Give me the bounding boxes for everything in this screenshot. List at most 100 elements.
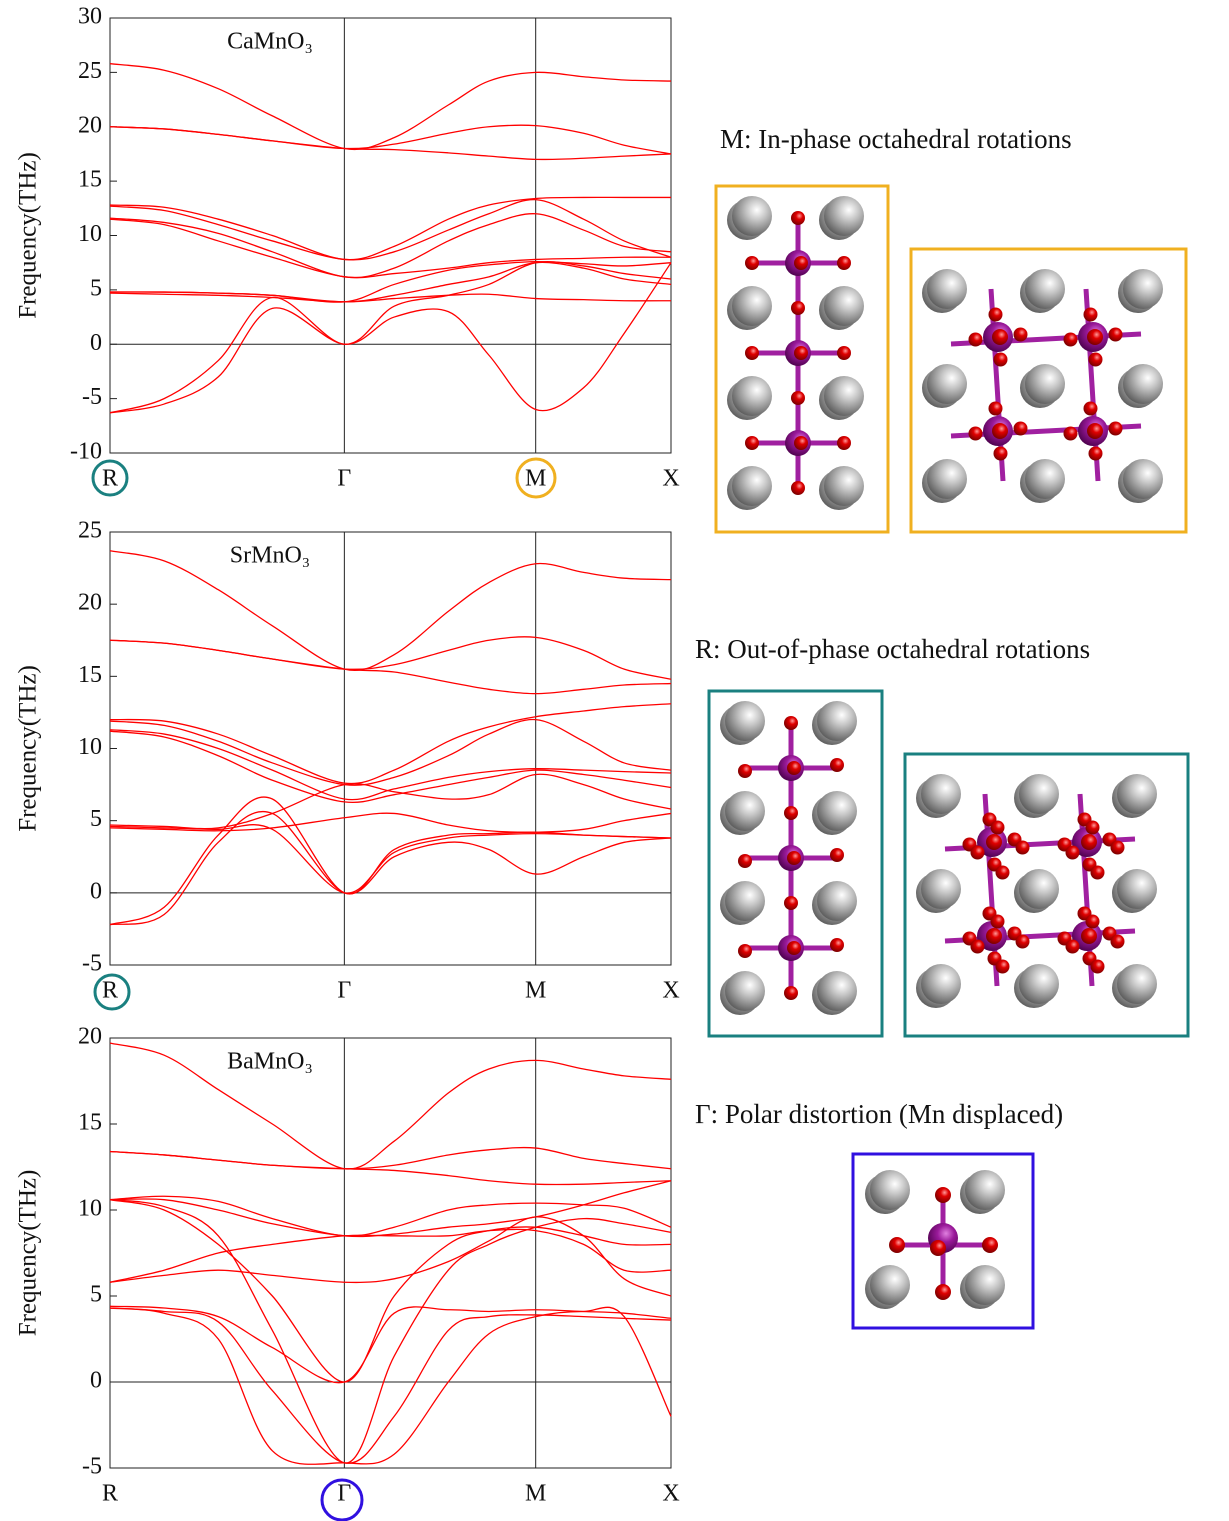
o-atom bbox=[1087, 423, 1103, 439]
o-atom bbox=[1065, 845, 1080, 860]
a-site-atom bbox=[1025, 269, 1065, 309]
o-atom bbox=[1088, 352, 1103, 367]
o-atom bbox=[968, 426, 983, 441]
o-atom bbox=[1088, 446, 1103, 461]
o-atom bbox=[1090, 865, 1105, 880]
o-atom bbox=[745, 346, 759, 360]
x-tick-label: X bbox=[662, 466, 679, 492]
o-atom bbox=[830, 758, 844, 772]
y-tick-label: -5 bbox=[82, 951, 102, 977]
a-site-atom bbox=[1025, 364, 1065, 404]
a-site-atom bbox=[824, 196, 864, 236]
x-tick-label: M bbox=[525, 978, 546, 1004]
o-atom bbox=[930, 1240, 946, 1256]
o-atom bbox=[784, 716, 798, 730]
a-site-atom bbox=[921, 774, 961, 814]
o-atom bbox=[1063, 426, 1078, 441]
structure-frame bbox=[851, 1152, 1035, 1330]
x-tick-label: R bbox=[102, 978, 118, 1004]
band-line bbox=[109, 729, 672, 801]
y-tick-label: 25 bbox=[78, 518, 102, 544]
highlight-circle bbox=[515, 457, 557, 499]
o-atom bbox=[935, 1187, 951, 1203]
y-tick-label: 25 bbox=[78, 58, 102, 84]
chart-title: CaMnO₃ bbox=[227, 29, 313, 55]
o-atom bbox=[1108, 327, 1123, 342]
o-atom bbox=[889, 1237, 905, 1253]
o-atom bbox=[992, 423, 1008, 439]
o-atom bbox=[988, 307, 1003, 322]
a-site-atom bbox=[725, 881, 765, 921]
y-tick-label: -5 bbox=[82, 1454, 102, 1480]
a-site-atom bbox=[965, 1170, 1005, 1210]
o-atom bbox=[1015, 934, 1030, 949]
band-line bbox=[109, 730, 672, 804]
chart-title: BaMnO₃ bbox=[227, 1049, 313, 1075]
o-atom bbox=[837, 436, 851, 450]
o-atom bbox=[738, 764, 752, 778]
a-site-atom bbox=[824, 376, 864, 416]
x-tick-label: Γ bbox=[337, 978, 351, 1004]
a-site-atom bbox=[870, 1265, 910, 1305]
x-tick-label: M bbox=[525, 466, 546, 492]
band-line bbox=[109, 218, 672, 279]
a-site-atom bbox=[1019, 869, 1059, 909]
band-line bbox=[109, 1042, 672, 1170]
band-line bbox=[109, 718, 672, 786]
y-tick-label: -5 bbox=[82, 384, 102, 410]
o-atom bbox=[745, 436, 759, 450]
o-atom bbox=[993, 446, 1008, 461]
o-atom bbox=[784, 986, 798, 1000]
a-site-atom bbox=[824, 286, 864, 326]
y-axis-label: Frequency(THz) bbox=[15, 152, 42, 319]
a-site-atom bbox=[1117, 774, 1157, 814]
o-atom bbox=[995, 959, 1010, 974]
a-site-atom bbox=[732, 286, 772, 326]
o-atom bbox=[738, 854, 752, 868]
band-line bbox=[109, 812, 672, 833]
a-site-atom bbox=[817, 701, 857, 741]
band-line bbox=[109, 550, 672, 671]
band-line bbox=[109, 773, 672, 830]
band-line bbox=[109, 260, 672, 414]
o-atom bbox=[791, 481, 805, 495]
panel-caption: Γ: Polar distortion (Mn displaced) bbox=[695, 1099, 1063, 1129]
o-atom bbox=[1081, 928, 1097, 944]
band-line bbox=[109, 1150, 672, 1186]
o-atom bbox=[1090, 959, 1105, 974]
o-atom bbox=[794, 346, 808, 360]
highlight-circle bbox=[93, 973, 131, 1011]
a-site-atom bbox=[1025, 459, 1065, 499]
structure-frame bbox=[714, 184, 890, 534]
band-line bbox=[109, 261, 672, 303]
o-atom bbox=[784, 896, 798, 910]
band-line bbox=[109, 63, 672, 151]
o-atom bbox=[986, 834, 1002, 850]
a-site-atom bbox=[921, 869, 961, 909]
a-site-atom bbox=[1117, 869, 1157, 909]
a-site-atom bbox=[927, 459, 967, 499]
o-atom bbox=[935, 1284, 951, 1300]
a-site-atom bbox=[732, 196, 772, 236]
y-tick-label: 30 bbox=[78, 4, 102, 30]
band-line bbox=[109, 1307, 672, 1464]
panel-caption: M: In-phase octahedral rotations bbox=[720, 124, 1072, 154]
o-atom bbox=[837, 256, 851, 270]
band-line bbox=[109, 1216, 672, 1297]
a-site-atom bbox=[732, 466, 772, 506]
structure-frame bbox=[707, 689, 884, 1038]
a-site-atom bbox=[870, 1170, 910, 1210]
band-line bbox=[109, 1228, 672, 1283]
o-atom bbox=[988, 401, 1003, 416]
band-line bbox=[109, 1199, 672, 1464]
y-axis-label: Frequency(THz) bbox=[15, 1170, 42, 1337]
band-line bbox=[109, 1195, 672, 1237]
o-atom bbox=[830, 848, 844, 862]
o-atom bbox=[970, 939, 985, 954]
y-tick-label: 5 bbox=[90, 1282, 102, 1308]
o-atom bbox=[990, 914, 1005, 929]
plot-area bbox=[109, 1037, 672, 1469]
a-site-atom bbox=[1123, 269, 1163, 309]
o-atom bbox=[1063, 332, 1078, 347]
